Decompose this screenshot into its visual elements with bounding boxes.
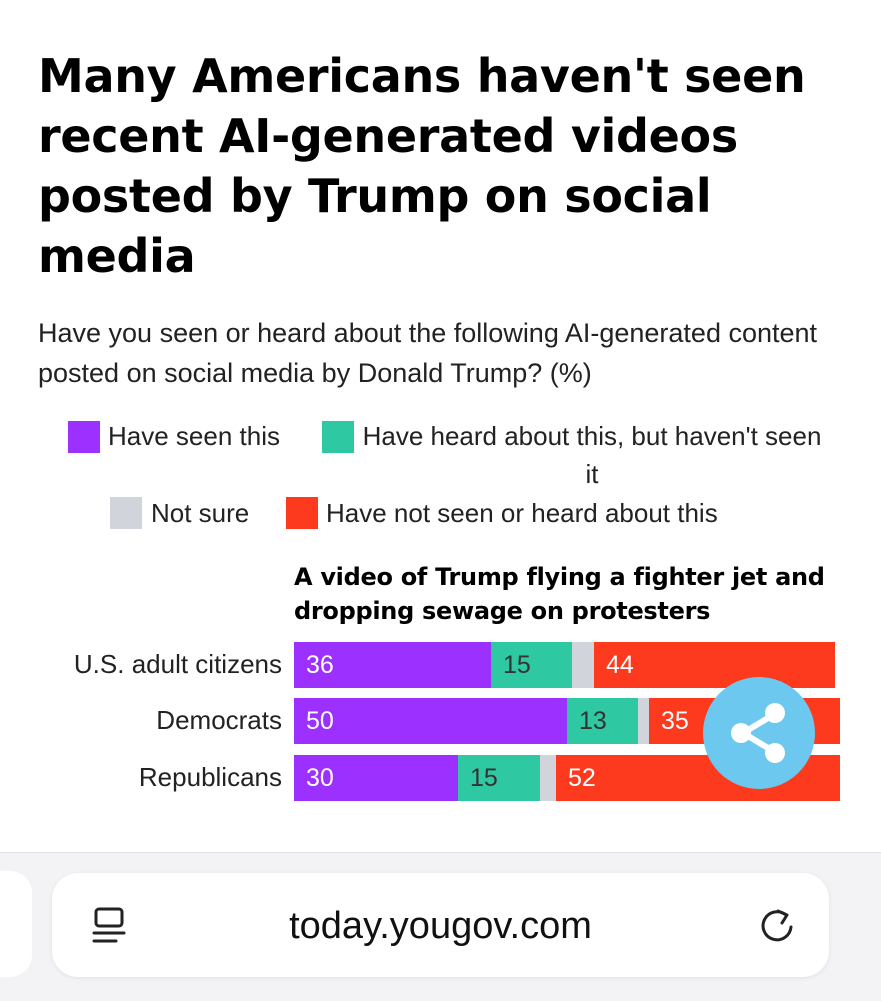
chart-subtitle: Have you seen or heard about the followi… bbox=[38, 318, 818, 388]
legend-label-not-sure: Not sure bbox=[151, 498, 250, 528]
row-label-us-adults: U.S. adult citizens bbox=[73, 649, 282, 679]
legend-label-heard: Have heard about this, but haven't seen … bbox=[362, 421, 822, 489]
share-icon bbox=[731, 703, 785, 763]
bar-segment-not-sure bbox=[638, 698, 649, 744]
legend-label-not-seen: Have not seen or heard about this bbox=[326, 498, 718, 528]
reload-icon[interactable] bbox=[756, 905, 798, 947]
bar-us-adults: 36 15 44 bbox=[294, 642, 840, 688]
bar-segment-seen bbox=[294, 698, 567, 744]
bar-republicans: 30 15 52 bbox=[294, 755, 840, 801]
bar-segment-not-seen bbox=[594, 642, 835, 688]
data-label-not-seen: 35 bbox=[661, 707, 689, 735]
data-label-not-seen: 52 bbox=[568, 764, 596, 792]
data-label-heard: 15 bbox=[503, 651, 531, 679]
bar-segment-seen bbox=[294, 755, 458, 801]
share-button[interactable] bbox=[703, 677, 815, 789]
legend-swatch-not-seen bbox=[286, 497, 318, 529]
legend-label-seen: Have seen this bbox=[108, 421, 280, 451]
reader-icon[interactable] bbox=[90, 905, 130, 947]
legend-swatch-heard bbox=[322, 421, 354, 453]
previous-tab-card[interactable] bbox=[0, 871, 32, 977]
data-label-heard: 15 bbox=[470, 764, 498, 792]
data-label-seen: 36 bbox=[306, 651, 334, 679]
bar-segment-not-sure bbox=[572, 642, 594, 688]
row-label-democrats: Democrats bbox=[156, 705, 282, 735]
bar-segment-heard bbox=[491, 642, 572, 688]
data-label-seen: 50 bbox=[306, 707, 334, 735]
bar-segment-heard bbox=[567, 698, 638, 744]
bar-segment-not-sure bbox=[540, 755, 556, 801]
bar-segment-seen bbox=[294, 642, 491, 688]
data-label-heard: 13 bbox=[579, 707, 607, 735]
address-bar[interactable]: today.yougov.com bbox=[52, 873, 829, 977]
chart-title: A video of Trump flying a fighter jet an… bbox=[294, 563, 825, 625]
row-label-republicans: Republicans bbox=[138, 762, 282, 792]
legend-swatch-not-sure bbox=[110, 497, 142, 529]
chart-headline: Many Americans haven't seen recent AI-ge… bbox=[38, 49, 806, 283]
data-label-not-seen: 44 bbox=[606, 651, 634, 679]
legend-swatch-seen bbox=[68, 421, 100, 453]
bar-segment-heard bbox=[458, 755, 540, 801]
url-text[interactable]: today.yougov.com bbox=[289, 905, 592, 947]
data-label-seen: 30 bbox=[306, 764, 334, 792]
browser-toolbar: today.yougov.com bbox=[0, 852, 881, 1001]
